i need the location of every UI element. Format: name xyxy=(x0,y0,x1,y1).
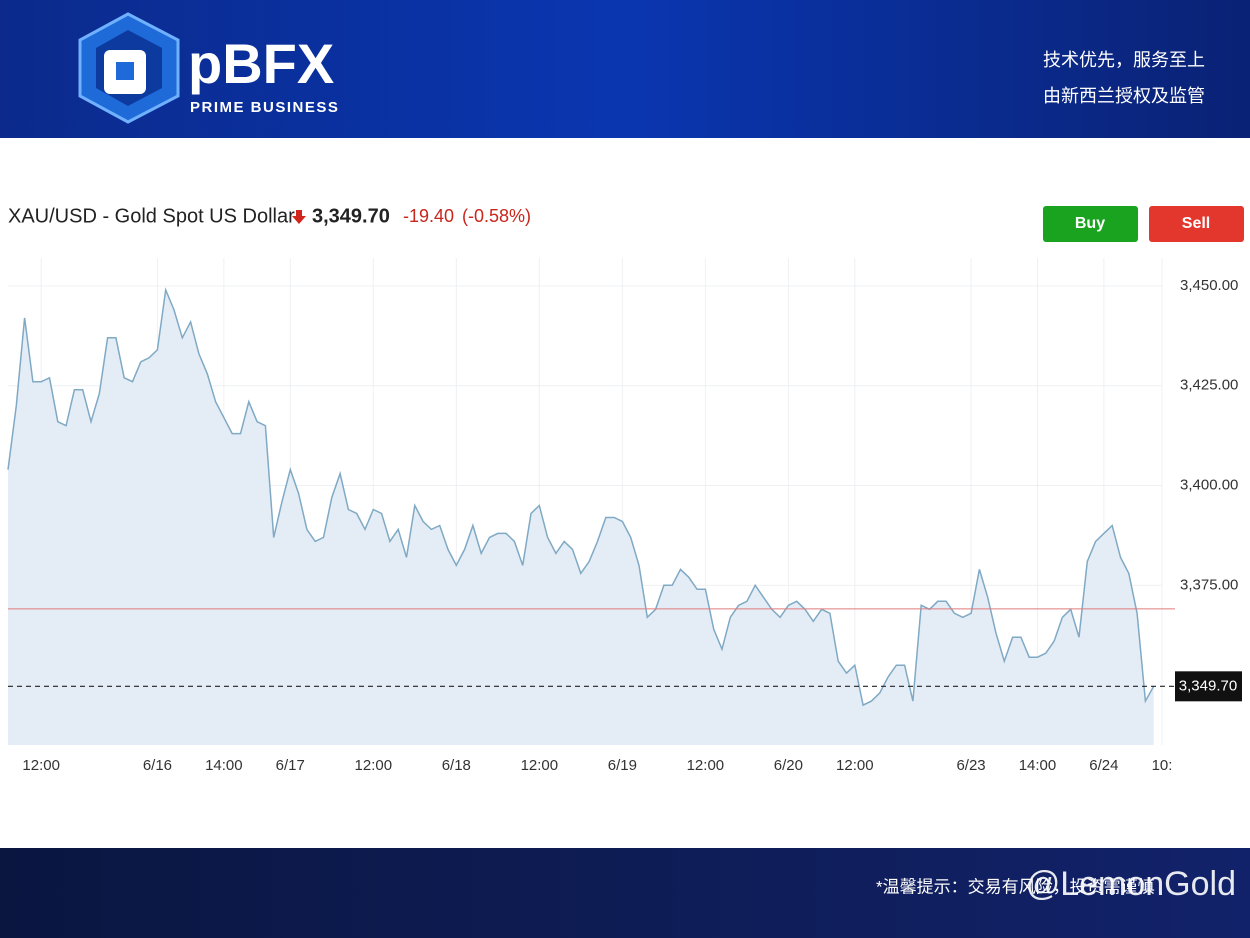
buy-label[interactable]: Buy xyxy=(1075,215,1105,232)
logo-subtitle: PRIME BUSINESS xyxy=(190,99,339,116)
down-arrow xyxy=(292,210,306,224)
y-tick-label: 3,400.00 xyxy=(1180,477,1238,494)
x-tick-label: 6/17 xyxy=(276,757,305,774)
x-tick-label: 12:00 xyxy=(836,757,874,774)
y-tick-label: 3,375.00 xyxy=(1180,576,1238,593)
x-tick-label: 12:00 xyxy=(521,757,559,774)
footer-band xyxy=(0,848,1250,938)
y-tick-label: 3,425.00 xyxy=(1180,377,1238,394)
price-change: -19.40 xyxy=(403,206,454,226)
plot: 12:00 6/16 14:00 6/17 12:00 6/18 12:00 6/19 12:0… xyxy=(7,258,1242,774)
x-tick-label: 6/18 xyxy=(442,757,471,774)
y-tick-label: 3,450.00 xyxy=(1180,277,1238,294)
slogan: 技术优先，服务至上 xyxy=(1043,50,1205,70)
buy-button[interactable]: Buy xyxy=(1043,206,1138,242)
sell-button[interactable]: Sell xyxy=(1149,206,1244,242)
x-tick-label: 6/20 xyxy=(774,757,803,774)
logo-icon xyxy=(78,12,180,124)
x-tick-label: 14:00 xyxy=(205,757,243,774)
x-tick-label: 14:00 xyxy=(1019,757,1057,774)
header-band xyxy=(0,0,1250,138)
sell-label[interactable]: Sell xyxy=(1182,215,1210,232)
last-price-box xyxy=(1175,671,1242,702)
logo-text: pBFX xyxy=(188,32,334,95)
x-tick-label: 12:00 xyxy=(687,757,725,774)
x-tick-label: 6/23 xyxy=(956,757,985,774)
price-change-pct: (-0.58%) xyxy=(462,206,531,226)
x-tick-label: 6/16 xyxy=(143,757,172,774)
x-tick-label: 6/24 xyxy=(1089,757,1118,774)
area xyxy=(8,289,1154,745)
slogan: 由新西兰授权及监管 xyxy=(1043,86,1205,106)
x-tick-label: 12:00 xyxy=(355,757,393,774)
x-tick-label: 12:00 xyxy=(22,757,60,774)
watermark: @LemonGold xyxy=(1026,865,1236,903)
last-price: 3,349.70 xyxy=(312,205,390,227)
last-price-label: 3,349.70 xyxy=(1179,677,1237,694)
footer-notice: *温馨提示：交易有风险，投资需谨慎 xyxy=(876,877,1155,896)
chart-title: XAU/USD - Gold Spot US Dollar xyxy=(8,205,295,227)
x-tick-label: 10: xyxy=(1152,757,1173,774)
price-line xyxy=(7,287,1155,707)
x-tick-label: 6/19 xyxy=(608,757,637,774)
